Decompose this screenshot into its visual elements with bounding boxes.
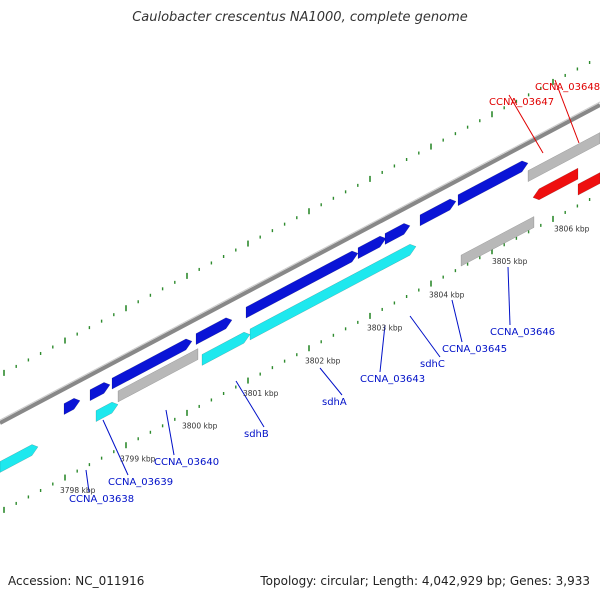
kbp-label: 3802 kbp: [305, 356, 341, 365]
cds-plus-feature[interactable]: [0, 444, 39, 473]
kbp-label: 3801 kbp: [243, 389, 279, 398]
footer-accession: Accession: NC_011916: [8, 574, 145, 588]
tick-row-upper-outer: [3, 61, 591, 376]
gene-label[interactable]: CCNA_03639: [108, 477, 173, 488]
gene-minus-feature[interactable]: [577, 172, 600, 196]
genome-backbone: [0, 101, 600, 425]
gene-label[interactable]: CCNA_03648: [535, 82, 600, 93]
map-title: Caulobacter crescentus NA1000, complete …: [132, 10, 468, 25]
gene-plus-feature[interactable]: [357, 235, 387, 260]
gene-plus-feature[interactable]: [245, 250, 359, 319]
label-leader-line: [235, 380, 265, 428]
gene-plus-feature[interactable]: [195, 317, 233, 346]
cds-plus-feature[interactable]: [201, 331, 251, 366]
gene-plus-feature[interactable]: [89, 382, 111, 402]
gene-label[interactable]: CCNA_03645: [442, 344, 507, 355]
label-leader-line: [85, 469, 90, 493]
gene-labels[interactable]: CCNA_03638 CCNA_03639 CCNA_03640 sdhB sdhA CC…: [69, 82, 600, 505]
label-leader-line: [451, 299, 463, 343]
cds-plus-feature[interactable]: [249, 243, 417, 341]
gene-label[interactable]: CCNA_03647: [489, 97, 554, 108]
gene-label[interactable]: sdhB: [244, 429, 269, 440]
kbp-label: 3798 kbp: [60, 486, 96, 495]
cds-plus-feature[interactable]: [95, 401, 119, 423]
footer-topology: Topology: circular; Length: 4,042,929 bp…: [260, 574, 590, 588]
gene-label[interactable]: CCNA_03638: [69, 494, 134, 505]
kbp-label: 3799 kbp: [120, 454, 156, 463]
label-leader-line: [165, 409, 175, 456]
label-leader-line: [409, 315, 441, 358]
tick-marks: [3, 61, 591, 513]
gene-label[interactable]: sdhA: [322, 397, 347, 408]
gene-features[interactable]: [0, 132, 600, 473]
gene-minus-feature[interactable]: [532, 167, 579, 201]
gene-plus-feature[interactable]: [419, 198, 457, 227]
kbp-label: 3803 kbp: [367, 323, 403, 332]
label-leader-line: [554, 79, 580, 144]
label-leader-line: [319, 367, 343, 396]
label-leader-line: [102, 419, 129, 476]
other-feature[interactable]: [117, 348, 199, 403]
gene-plus-feature[interactable]: [457, 160, 529, 207]
gene-plus-feature[interactable]: [111, 338, 193, 390]
gene-label[interactable]: sdhC: [420, 359, 445, 370]
kbp-label: 3800 kbp: [182, 422, 218, 431]
kbp-label: 3805 kbp: [492, 257, 528, 266]
kbp-labels: 3798 kbp 3799 kbp 3800 kbp 3801 kbp 3802 kbp…: [60, 224, 590, 495]
label-leader-line: [508, 94, 544, 154]
kbp-label: 3804 kbp: [429, 291, 465, 300]
gene-plus-feature[interactable]: [63, 398, 81, 415]
gene-plus-feature[interactable]: [384, 223, 411, 245]
other-feature[interactable]: [527, 132, 600, 183]
gene-label[interactable]: CCNA_03643: [360, 374, 425, 385]
backbone-line: [0, 103, 600, 425]
tick-row-lower: [3, 198, 591, 513]
other-feature[interactable]: [460, 216, 535, 267]
gene-label[interactable]: CCNA_03640: [154, 457, 219, 468]
label-leaders: [85, 79, 580, 493]
label-leader-line: [507, 266, 511, 326]
backbone-highlight: [0, 101, 600, 421]
label-leader-line: [379, 324, 386, 373]
gene-label[interactable]: CCNA_03646: [490, 327, 555, 338]
kbp-label: 3806 kbp: [554, 224, 590, 233]
